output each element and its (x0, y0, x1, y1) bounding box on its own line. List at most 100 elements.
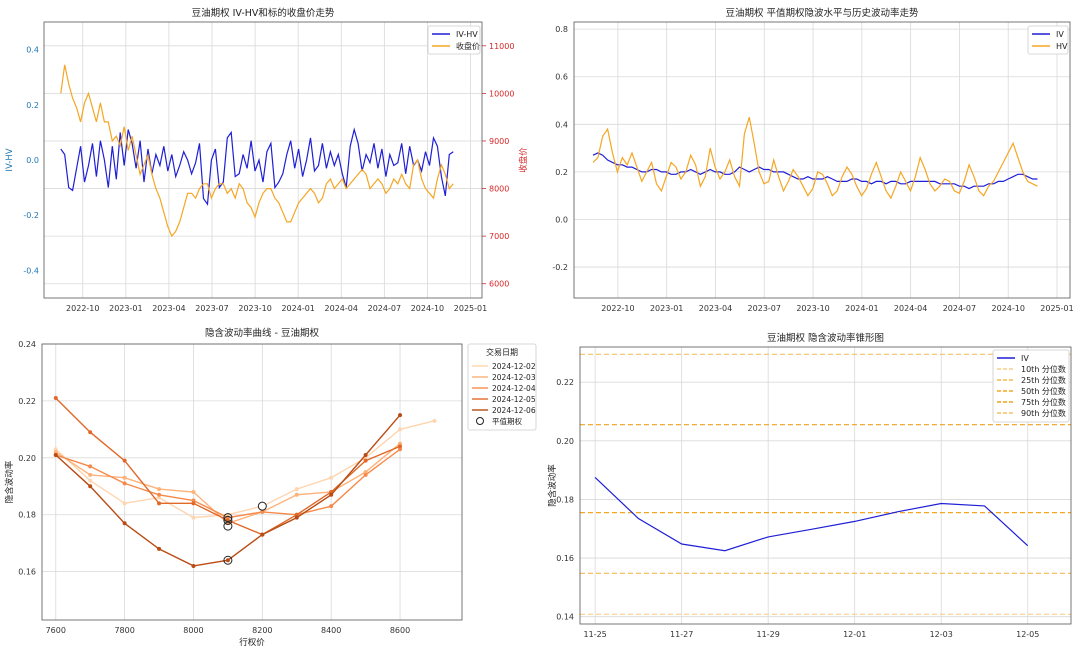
x-tick-label: 8200 (252, 626, 272, 635)
plot-frame (579, 346, 1072, 625)
series-point-2024-12-03 (88, 472, 93, 477)
series-point-2024-12-05 (122, 458, 127, 463)
x-tick-label: 2025-01 (454, 304, 487, 313)
x-tick-label: 2022-10 (601, 304, 634, 313)
legend-box (992, 349, 1070, 423)
series-point-2024-12-03 (53, 450, 58, 455)
series-line-hv (592, 117, 1038, 200)
y-right-tick-label: 8000 (489, 185, 509, 194)
series-line-iv (594, 476, 1029, 552)
atm-marker (223, 513, 233, 523)
series-point-2024-12-04 (191, 498, 196, 503)
chart-title: 豆油期权 平值期权隐波水平与历史波动率走势 (725, 7, 919, 19)
series-line-iv (592, 152, 1038, 190)
y-tick-label: 0.22 (18, 397, 36, 406)
y-axis-label: 隐含波动率 (4, 460, 15, 503)
legend-close-price-label: 收盘价 (456, 41, 480, 51)
series-point-2024-12-05 (398, 444, 403, 449)
plot-frame (41, 343, 463, 621)
chart-atm-iv-hv: 豆油期权 平值期权隐波水平与历史波动率走势 2022-10 2023-01 2023-… (540, 0, 1080, 323)
y-right-tick-label: 7000 (489, 232, 509, 241)
chart-iv-hv-close-svg: 豆油期权 IV-HV和标的收盘价走势 2022-10 2023-01 2023-04 2… (5, 7, 529, 313)
series-point-2024-12-02 (122, 501, 127, 506)
y-right-tick-label: 10000 (489, 89, 514, 98)
series-line-2024-12-04 (55, 448, 401, 519)
x-tick-label: 2023-07 (195, 304, 228, 313)
series-point-2024-12-06 (191, 563, 196, 568)
x-tick-label: 2024-07 (943, 304, 976, 313)
x-tick-label: 2023-01 (650, 304, 683, 313)
x-tick-label: 2024-10 (991, 304, 1024, 313)
atm-marker (223, 521, 233, 531)
y-tick-label: 0.20 (18, 454, 36, 463)
x-tick-label: 2023-07 (748, 304, 781, 313)
series-point-2024-12-03 (363, 470, 368, 475)
legend-iv-label: IV (1056, 30, 1064, 39)
series-point-2024-12-02 (88, 478, 93, 483)
x-tick-label: 12-05 (1016, 630, 1039, 639)
series-point-2024-12-02 (157, 495, 162, 500)
y-left-tick-label: -0.4 (23, 266, 39, 275)
series-point-2024-12-02 (432, 418, 437, 423)
series-point-2024-12-04 (88, 464, 93, 469)
series-point-2024-12-05 (88, 430, 93, 435)
y-tick-label: 0.16 (18, 568, 36, 577)
legend-quantile-label: 90th 分位数 (1021, 408, 1066, 418)
y-tick-label: 0.24 (18, 340, 36, 349)
chart-atm-iv-hv-svg: 豆油期权 平值期权隐波水平与历史波动率走势 2022-10 2023-01 2023-… (552, 7, 1073, 313)
x-tick-label: 8000 (183, 626, 203, 635)
x-tick-label: 2024-01 (845, 304, 878, 313)
atm-marker (257, 501, 267, 511)
series-point-2024-12-05 (53, 396, 58, 401)
legend-hv-label: HV (1056, 42, 1068, 51)
chart-iv-cone-svg: 豆油期权 隐含波动率锥形图 11-25 11-27 11-29 12-01 12-03 12… (547, 332, 1072, 639)
legend-quantile-label: 10th 分位数 (1021, 364, 1066, 374)
x-tick-label: 12-03 (930, 630, 953, 639)
x-tick-label: 2023-04 (152, 304, 185, 313)
legend-box (427, 25, 481, 55)
atm-marker (223, 515, 233, 525)
x-tick-label: 11-27 (670, 630, 693, 639)
chart-iv-cone: 豆油期权 隐含波动率锥形图 11-25 11-27 11-29 12-01 12-03 12… (540, 323, 1080, 646)
series-point-2024-12-03 (294, 492, 299, 497)
series-point-2024-12-05 (294, 512, 299, 517)
series-point-2024-12-04 (122, 481, 127, 486)
x-tick-label: 7800 (114, 626, 134, 635)
series-line-close-price (60, 64, 454, 238)
legend-quantile-label: 50th 分位数 (1021, 386, 1066, 396)
x-tick-label: 2024-04 (325, 304, 358, 313)
x-tick-label: 8600 (390, 626, 410, 635)
x-tick-label: 2024-01 (281, 304, 314, 313)
y-right-tick-label: 9000 (489, 137, 509, 146)
x-tick-label: 11-29 (757, 630, 780, 639)
x-axis-label: 行权价 (239, 637, 265, 646)
series-point-2024-12-06 (294, 515, 299, 520)
legend-2024-12-05-label: 2024-12-05 (492, 395, 536, 404)
series-point-2024-12-04 (260, 509, 265, 514)
legend-quantile-label: 25th 分位数 (1021, 375, 1066, 385)
y-right-tick-label: 11000 (489, 42, 514, 51)
chart-iv-smile: 隐含波动率曲线 - 豆油期权 7600 7800 8000 8200 8400 8600 0.… (0, 323, 540, 646)
series-point-2024-12-06 (88, 484, 93, 489)
series-point-2024-12-04 (398, 447, 403, 452)
y-left-tick-label: 0.0 (26, 156, 39, 165)
series-point-2024-12-06 (53, 452, 58, 457)
chart-title: 隐含波动率曲线 - 豆油期权 (205, 327, 319, 339)
legend-iv-label: IV (1021, 354, 1029, 363)
series-point-2024-12-03 (398, 441, 403, 446)
y-tick-label: 0.0 (555, 215, 568, 224)
x-tick-label: 2022-10 (66, 304, 99, 313)
y-tick-label: -0.2 (552, 263, 568, 272)
y-left-tick-label: 0.4 (26, 46, 39, 55)
y-left-tick-label: -0.2 (23, 211, 39, 220)
y-left-tick-label: 0.2 (26, 101, 39, 110)
x-tick-label: 2024-04 (894, 304, 927, 313)
legend-box (1027, 25, 1069, 55)
chart-title: 豆油期权 隐含波动率锥形图 (767, 332, 884, 344)
x-tick-label: 2023-10 (238, 304, 271, 313)
x-tick-label: 7600 (46, 626, 66, 635)
y-tick-label: 0.14 (556, 613, 574, 622)
y-right-tick-label: 6000 (489, 280, 509, 289)
legend-atm-swatch (476, 417, 484, 425)
series-point-2024-12-02 (329, 475, 334, 480)
